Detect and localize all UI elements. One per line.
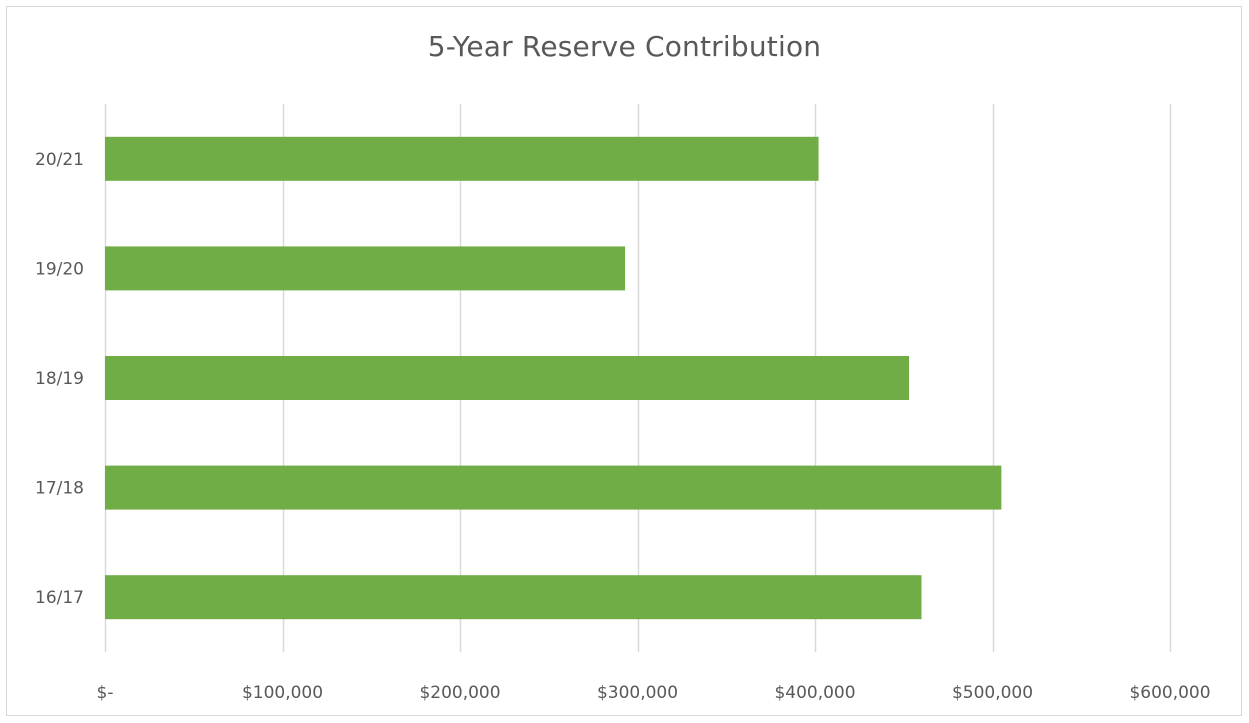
x-tick-label: $- [97, 683, 114, 703]
y-tick-label: 20/21 [35, 150, 84, 170]
x-tick-label: $500,000 [952, 683, 1033, 703]
bar-20-21 [105, 136, 819, 181]
y-tick-label: 19/20 [35, 259, 84, 279]
x-axis-tick-labels: $- $100,000 $200,000 $300,000 $400,000 $500,0… [97, 683, 1211, 703]
bar-16-17 [105, 575, 922, 620]
x-tick-label: $300,000 [597, 683, 678, 703]
y-axis-tick-labels: 16/17 17/18 18/19 19/20 20/21 [35, 150, 84, 608]
bar-18-19 [105, 356, 910, 400]
bar-17-18 [105, 465, 1002, 510]
y-tick-label: 17/18 [35, 479, 84, 499]
x-tick-label: $600,000 [1129, 683, 1210, 703]
bars [105, 136, 1002, 620]
x-tick-label: $100,000 [242, 683, 323, 703]
x-tick-label: $200,000 [419, 683, 500, 703]
y-tick-label: 16/17 [35, 588, 84, 608]
y-tick-label: 18/19 [35, 369, 84, 389]
bar-19-20 [105, 246, 626, 291]
chart-title: 5-Year Reserve Contribution [427, 30, 822, 63]
x-tick-label: $400,000 [774, 683, 855, 703]
